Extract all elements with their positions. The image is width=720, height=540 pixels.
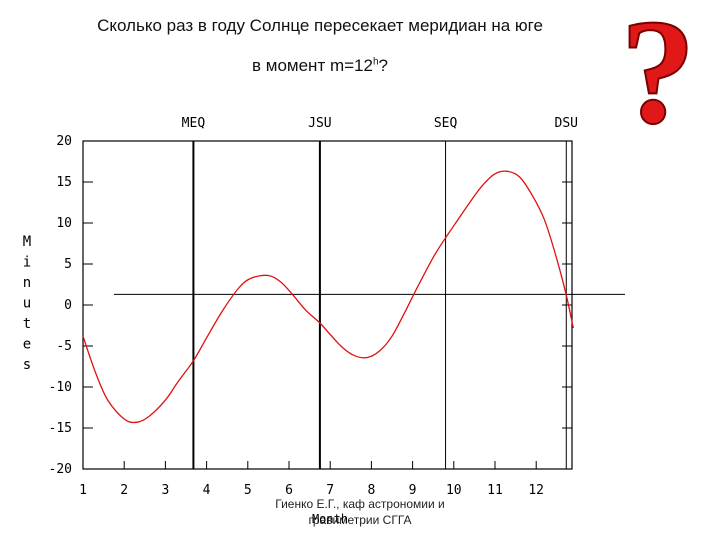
x-tick-label: 11 [487,483,503,498]
x-tick-label: 6 [285,483,293,498]
y-tick-label: 5 [64,257,72,272]
y-axis-ticks: 20 15 10 5 0 -5 -10 -15 -20 [49,134,572,477]
y-tick-label: -10 [49,380,72,395]
y-label-char: u [23,296,31,312]
series-line [82,170,574,424]
y-label-char: M [23,234,31,250]
x-tick-label: 12 [528,483,544,498]
y-label-char: s [23,357,31,373]
slide-title-line-2: в момент m=12h? [0,56,640,76]
x-tick-label: 1 [79,483,87,498]
event-markers: MEQ JSU SEQ DSU [182,116,578,469]
y-tick-label: 10 [56,216,72,231]
plot-frame [82,140,573,470]
y-tick-label: -20 [49,462,72,477]
x-tick-label: 8 [367,483,375,498]
y-label-char: i [23,255,31,271]
event-label: DSU [555,116,578,131]
y-tick-label: -5 [56,339,72,354]
x-tick-label: 9 [409,483,417,498]
title-superscript: h [372,56,379,68]
x-tick-label: 2 [120,483,128,498]
x-tick-label: 10 [446,483,462,498]
x-tick-label: 3 [161,483,169,498]
title-variable: m=12 [329,56,373,75]
title-suffix: ? [378,56,388,75]
x-axis-label: Month [311,512,349,526]
y-label-char: t [23,316,31,332]
question-mark-graphic: ? [620,0,697,156]
title-prefix: в момент [252,56,330,75]
x-tick-label: 5 [244,483,252,498]
slide-title-line-1: Сколько раз в году Солнце пересекает мер… [97,16,543,35]
footer-line-1: Гиенко Е.Г., каф астрономии и [275,497,445,511]
x-tick-label: 4 [203,483,211,498]
y-tick-label: 15 [56,175,72,190]
y-tick-label: -15 [49,421,72,436]
event-label: MEQ [182,116,206,131]
y-tick-label: 0 [64,298,72,313]
y-tick-label: 20 [56,134,72,149]
x-axis-ticks: 1 2 3 4 5 6 7 8 9 10 11 12 [79,461,544,498]
event-label: JSU [308,116,331,131]
y-label-char: e [23,337,31,353]
x-tick-label: 7 [326,483,334,498]
event-label: SEQ [434,116,458,131]
question-mark-glyph: ? [621,0,696,155]
footer-credit: Гиенко Е.Г., каф астрономии и гравиметри… [240,496,480,528]
footer-line-2: гравиметрии СГГА [308,513,412,527]
y-label-char: n [23,275,31,291]
